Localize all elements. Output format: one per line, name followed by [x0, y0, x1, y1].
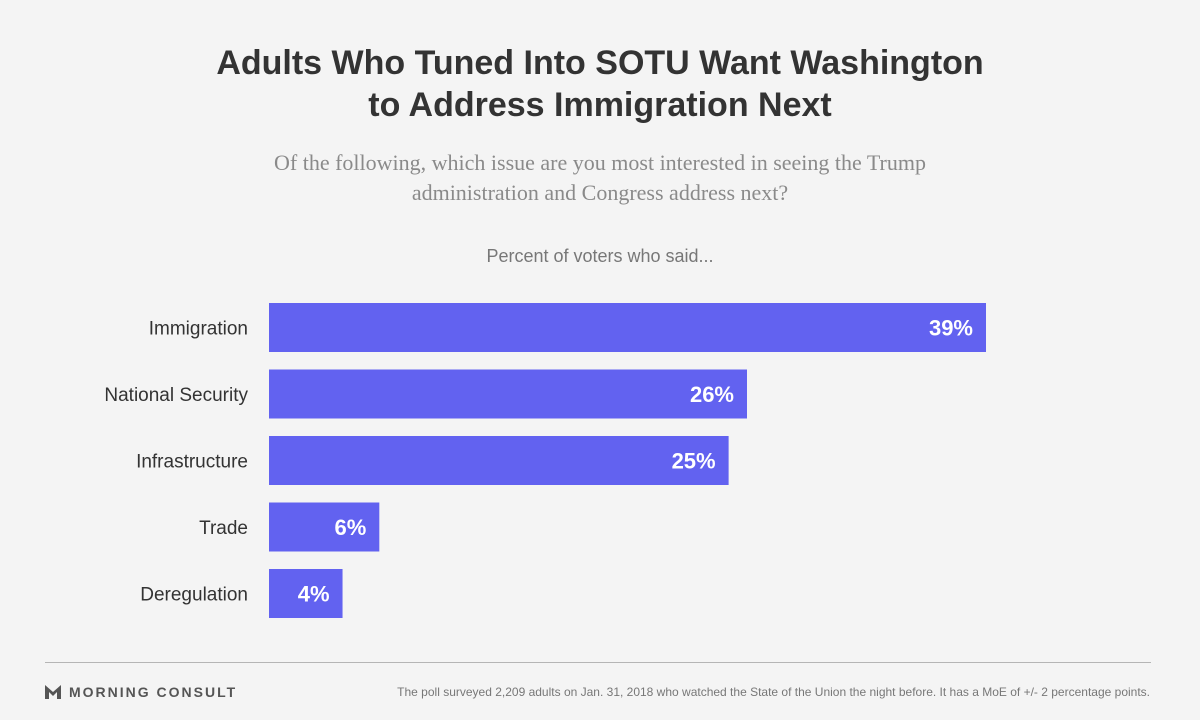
methodology-note: The poll surveyed 2,209 adults on Jan. 3…	[397, 685, 1150, 699]
bar	[269, 303, 986, 352]
value-label: 26%	[690, 382, 734, 407]
category-label: Deregulation	[140, 585, 248, 606]
brand-name: MORNING CONSULT	[69, 684, 238, 700]
bar	[269, 569, 343, 618]
morning-consult-logo-icon	[45, 685, 61, 699]
bar	[269, 369, 747, 419]
value-label: 25%	[672, 449, 716, 474]
title-line-1: Adults Who Tuned Into SOTU Want Washingt…	[216, 44, 984, 82]
value-label: 39%	[929, 316, 973, 341]
value-label: 6%	[335, 515, 367, 540]
category-label: Trade	[199, 518, 248, 539]
footer-divider	[45, 662, 1151, 663]
value-label: 4%	[298, 582, 330, 607]
category-label: Immigration	[149, 319, 248, 340]
question-line-2: administration and Congress address next…	[411, 180, 789, 205]
survey-question: Of the following, which issue are you mo…	[0, 148, 1200, 208]
category-label: Infrastructure	[136, 452, 248, 473]
category-label: National Security	[104, 385, 248, 406]
brand-logo: MORNING CONSULT	[45, 684, 237, 700]
chart-caption: Percent of voters who said...	[486, 246, 714, 266]
question-line-1: Of the following, which issue are you mo…	[274, 150, 926, 175]
bar	[269, 502, 380, 552]
bar	[269, 436, 729, 485]
chart-title: Adults Who Tuned Into SOTU Want Washingt…	[0, 42, 1200, 126]
title-line-2: to Address Immigration Next	[368, 86, 832, 124]
bar-chart: Immigration 39% National Security 26% Infras…	[104, 303, 986, 618]
